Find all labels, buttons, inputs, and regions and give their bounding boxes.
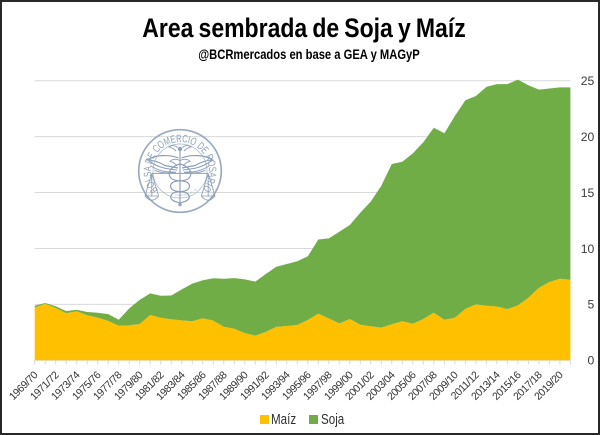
svg-text:25: 25 xyxy=(581,74,595,88)
svg-text:20: 20 xyxy=(581,130,595,144)
svg-text:15: 15 xyxy=(581,186,595,200)
svg-text:0: 0 xyxy=(588,354,595,368)
svg-text:5: 5 xyxy=(588,298,595,312)
svg-text:10: 10 xyxy=(581,242,595,256)
